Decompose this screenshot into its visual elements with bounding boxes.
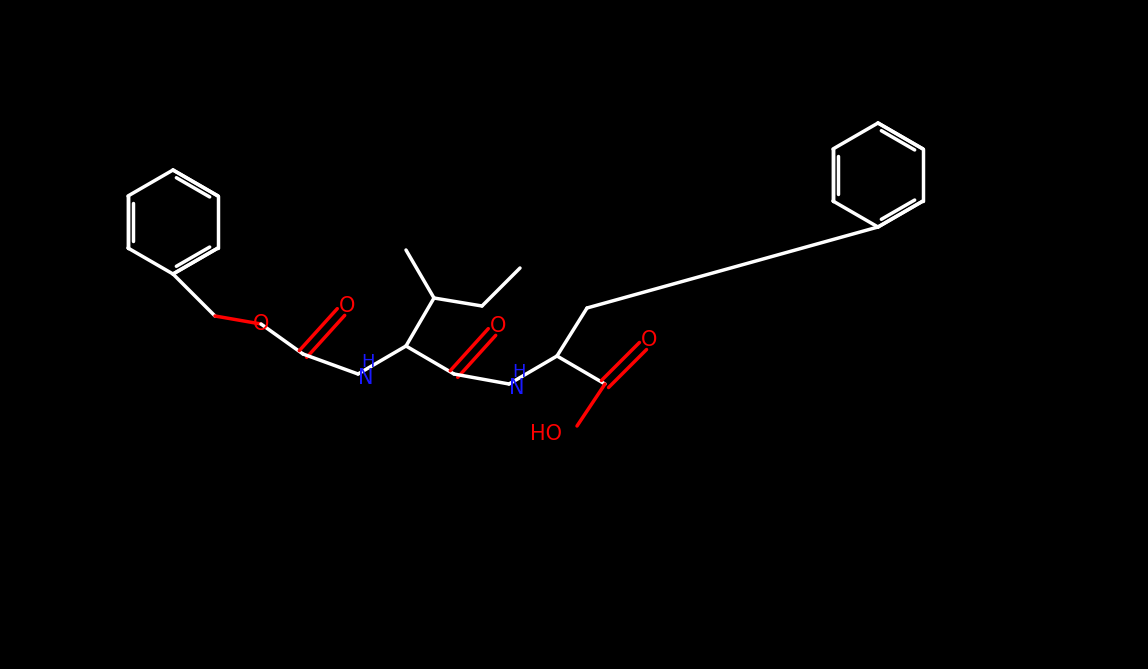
Text: H: H — [362, 353, 374, 371]
Text: H: H — [512, 363, 526, 381]
Text: O: O — [253, 314, 269, 334]
Text: N: N — [510, 378, 525, 398]
Text: N: N — [358, 368, 374, 388]
Text: HO: HO — [530, 424, 563, 444]
Text: O: O — [339, 296, 355, 316]
Text: O: O — [641, 330, 657, 350]
Text: O: O — [490, 316, 506, 336]
